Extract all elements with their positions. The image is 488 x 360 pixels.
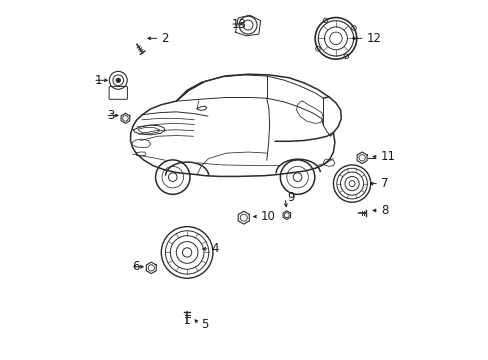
Text: 8: 8 xyxy=(380,204,387,217)
Circle shape xyxy=(116,78,120,82)
Text: 11: 11 xyxy=(380,150,395,163)
Text: 1: 1 xyxy=(95,74,102,87)
Text: 5: 5 xyxy=(201,318,208,331)
Text: 2: 2 xyxy=(161,32,168,45)
Text: 13: 13 xyxy=(231,18,246,31)
Text: 4: 4 xyxy=(211,242,219,255)
Text: 9: 9 xyxy=(286,192,294,204)
Text: 10: 10 xyxy=(260,210,275,223)
Text: 12: 12 xyxy=(366,32,381,45)
Text: 7: 7 xyxy=(380,177,387,190)
Text: 3: 3 xyxy=(107,109,114,122)
Text: 6: 6 xyxy=(132,260,140,273)
